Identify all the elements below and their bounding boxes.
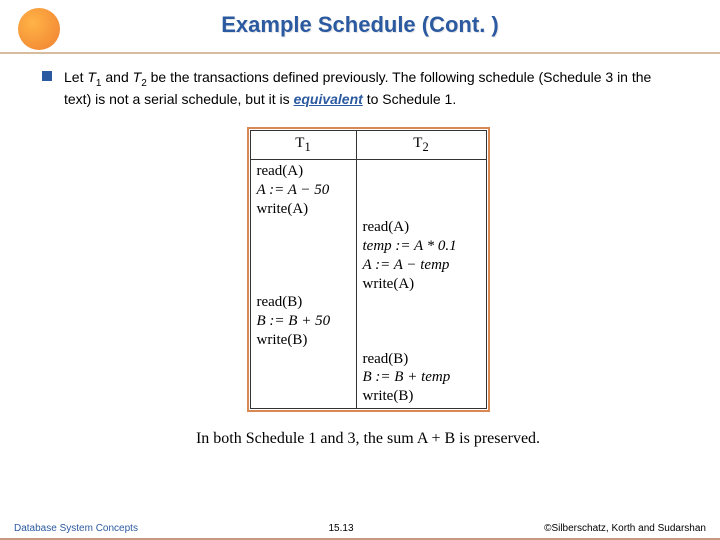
bullet-t2: T — [133, 69, 142, 85]
footer-center: 15.13 — [329, 523, 354, 534]
bullet-equiv: equivalent — [294, 91, 363, 107]
footer-left: Database System Concepts — [14, 523, 138, 534]
orange-circle-icon — [18, 8, 60, 50]
slide-footer: Database System Concepts 15.13 ©Silbersc… — [0, 523, 720, 534]
bullet-prefix: Let — [64, 69, 87, 85]
bullet-mid1: and — [101, 69, 132, 85]
bullet-marker-icon — [42, 71, 52, 81]
footer-right: ©Silberschatz, Korth and Sudarshan — [544, 523, 706, 534]
title-area: Example Schedule (Cont. ) — [0, 0, 720, 52]
slide-title: Example Schedule (Cont. ) — [0, 12, 720, 38]
bullet-t1: T — [87, 69, 96, 85]
bullet-text: Let T1 and T2 be the transactions define… — [64, 68, 672, 109]
bullet-after: to Schedule 1. — [363, 91, 456, 107]
bullet-item: Let T1 and T2 be the transactions define… — [64, 68, 672, 109]
